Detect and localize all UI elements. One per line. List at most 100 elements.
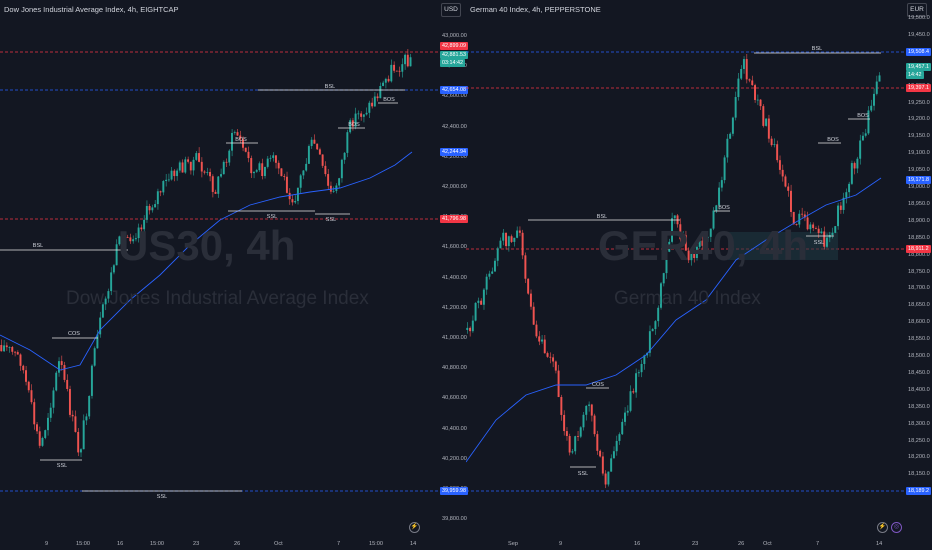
right-candle [640, 363, 643, 373]
right-candle [671, 218, 673, 242]
left-price-axis-label: 42,400.00 [442, 123, 467, 130]
right-candle [723, 157, 726, 181]
right-candle [737, 78, 740, 98]
left-top-red-tag: 42,899.09 [440, 42, 468, 50]
right-candle [679, 224, 682, 240]
left-candle [8, 347, 11, 348]
left-candle [123, 237, 126, 250]
right-candle [499, 240, 502, 249]
right-candle [615, 440, 618, 452]
right-candle [812, 224, 815, 228]
right-candle [485, 276, 488, 290]
right-candle [480, 300, 483, 305]
left-candle [220, 174, 222, 177]
left-candle [82, 420, 85, 450]
left-candle [159, 191, 162, 193]
right-candle [579, 427, 582, 437]
right-candle [557, 370, 560, 398]
right-candle [621, 421, 624, 435]
right-candle [469, 327, 472, 332]
right-candle [668, 241, 671, 252]
left-candle [178, 162, 181, 171]
left-chart-pane[interactable]: BSL BOS BOS BOS SSL SSL BSL COS SSL SSL US30, 4h … [0, 0, 468, 550]
left-candle [148, 205, 151, 211]
left-time-axis-label: 7 [337, 541, 341, 547]
right-price-axis-label: 19,250.0 [908, 99, 930, 106]
left-currency-button[interactable]: USD [441, 3, 461, 17]
right-candle [850, 163, 853, 184]
right-candle [698, 240, 701, 247]
left-candle [382, 82, 385, 86]
left-candle [206, 172, 209, 173]
left-cos-label: COS [68, 331, 80, 337]
left-candle [269, 157, 272, 159]
left-ssl-price-tag: 39,959.98 [440, 487, 468, 495]
right-candle [848, 183, 851, 193]
right-candle [834, 226, 837, 233]
right-price-axis-label: 19,450.0 [908, 31, 930, 38]
left-time-axis-label: Oct [274, 541, 283, 547]
right-chart-pane[interactable]: BSL BSL BOS BOS BOS SSL COS SSL GER40, 4h Germa… [466, 0, 932, 550]
right-candle [726, 138, 729, 158]
right-price-axis-label: 18,700.0 [908, 285, 930, 292]
right-price-axis-label: 18,200.0 [908, 454, 930, 461]
left-candle [129, 237, 132, 242]
left-candle [409, 57, 412, 67]
left-candle [291, 199, 294, 203]
right-candle [610, 458, 613, 472]
left-candle [316, 143, 319, 150]
right-time-axis-label: Oct [763, 541, 772, 547]
right-candle [549, 356, 552, 358]
right-time-axis-label: 9 [559, 541, 563, 547]
right-candle [707, 236, 709, 238]
right-candle [809, 224, 812, 230]
right-candle [806, 217, 809, 230]
right-candle [590, 404, 593, 416]
right-time-axis-label: 7 [816, 541, 820, 547]
left-price-axis-label: 41,000.00 [442, 335, 467, 341]
right-price-axis-label: 18,350.0 [908, 403, 930, 410]
right-candle [825, 237, 828, 247]
right-red-level-tag: 19,397.1 [906, 84, 931, 92]
left-candle [112, 265, 115, 273]
left-candle [252, 171, 255, 174]
left-lightning-icon[interactable]: ⚡ [409, 522, 420, 533]
left-candle [280, 168, 283, 177]
right-candle [657, 307, 660, 322]
left-candle [99, 317, 102, 335]
right-price-axis-label: 19,500.0 [908, 15, 930, 21]
right-candle [765, 118, 768, 126]
right-price-axis-label: 18,250.0 [908, 437, 930, 444]
right-candle [831, 232, 834, 236]
left-moving-average-line [0, 151, 413, 371]
left-candle [126, 237, 129, 238]
left-red-level-tag: 41,796.98 [440, 215, 468, 223]
left-candle [14, 351, 16, 353]
right-candle [624, 412, 626, 422]
left-candle [211, 176, 214, 192]
right-candle [596, 434, 599, 451]
right-candle [867, 110, 870, 134]
left-price-chart[interactable]: BSL BOS BOS BOS SSL SSL BSL COS SSL SSL [0, 0, 466, 550]
left-candle [225, 161, 228, 163]
right-candle [568, 436, 571, 453]
left-candle [30, 390, 33, 403]
right-candle [554, 361, 557, 371]
right-price-axis-label: 18,600.0 [908, 319, 930, 326]
right-lightning-icon[interactable]: ⚡ [877, 522, 888, 533]
right-price-axis-label: 19,000.0 [908, 184, 930, 190]
left-ma-price-tag: 42,244.94 [440, 148, 468, 156]
right-price-chart[interactable]: BSL BSL BOS BOS BOS SSL COS SSL [466, 0, 932, 550]
left-candle [162, 181, 165, 193]
left-candle [305, 163, 308, 171]
right-price-axis-label: 18,500.0 [908, 353, 930, 359]
right-candle [861, 135, 864, 141]
right-currency-button[interactable]: EUR [907, 3, 927, 17]
left-time-axis-label: 14 [410, 541, 417, 547]
left-candle [324, 165, 327, 175]
right-settings-icon[interactable]: ◎ [891, 522, 902, 533]
right-candle [798, 213, 801, 225]
left-candle [203, 171, 206, 173]
right-candle [521, 232, 524, 256]
right-candle [742, 59, 745, 70]
